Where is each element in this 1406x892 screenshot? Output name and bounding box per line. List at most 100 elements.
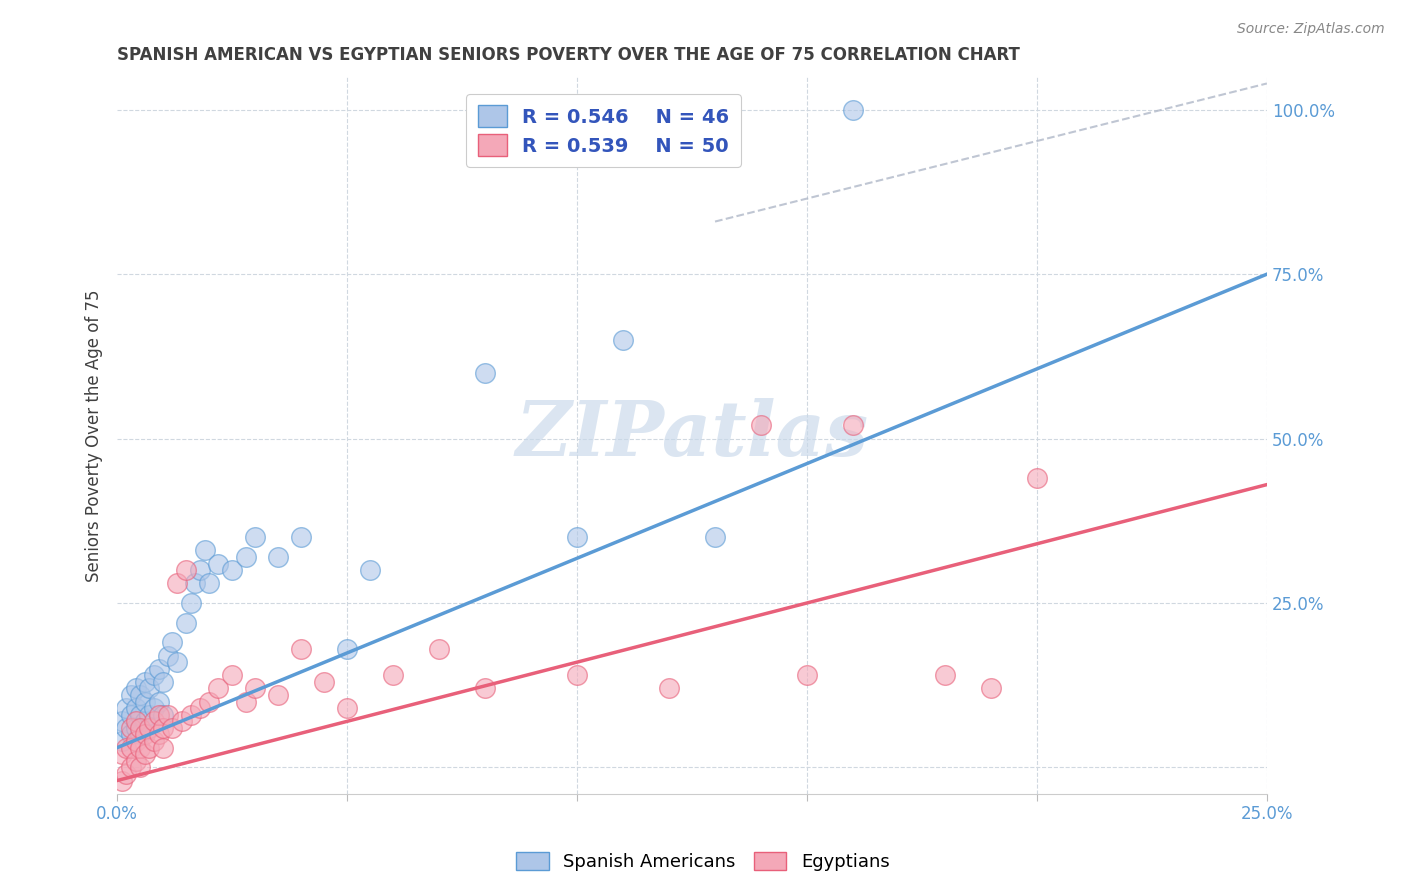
Point [162, 635, 184, 649]
Point [138, 707, 160, 722]
Point [658, 681, 681, 696]
Legend: Spanish Americans, Egyptians: Spanish Americans, Egyptians [509, 845, 897, 879]
Point [129, 740, 152, 755]
Point [980, 681, 1002, 696]
Point [148, 695, 170, 709]
Y-axis label: Seniors Poverty Over the Age of 75: Seniors Poverty Over the Age of 75 [86, 289, 103, 582]
Point [115, 740, 138, 755]
Point [382, 668, 405, 682]
Point [134, 674, 156, 689]
Point [193, 543, 215, 558]
Legend: R = 0.546    N = 46, R = 0.539    N = 50: R = 0.546 N = 46, R = 0.539 N = 50 [465, 94, 741, 168]
Point [129, 721, 152, 735]
Point [115, 721, 138, 735]
Text: Source: ZipAtlas.com: Source: ZipAtlas.com [1237, 22, 1385, 37]
Point [115, 767, 138, 781]
Point [235, 549, 257, 564]
Point [842, 103, 865, 117]
Point [565, 530, 588, 544]
Point [796, 668, 818, 682]
Point [174, 615, 197, 630]
Point [152, 674, 174, 689]
Point [111, 773, 134, 788]
Point [124, 701, 146, 715]
Text: SPANISH AMERICAN VS EGYPTIAN SENIORS POVERTY OVER THE AGE OF 75 CORRELATION CHAR: SPANISH AMERICAN VS EGYPTIAN SENIORS POV… [117, 46, 1021, 64]
Point [243, 681, 266, 696]
Point [207, 557, 229, 571]
Point [162, 721, 184, 735]
Point [221, 563, 243, 577]
Point [170, 714, 193, 729]
Point [138, 740, 160, 755]
Point [115, 701, 138, 715]
Point [1026, 471, 1049, 485]
Point [143, 714, 166, 729]
Point [124, 714, 146, 729]
Point [143, 734, 166, 748]
Point [188, 701, 211, 715]
Point [704, 530, 727, 544]
Point [243, 530, 266, 544]
Point [842, 418, 865, 433]
Point [336, 701, 359, 715]
Point [129, 707, 152, 722]
Point [148, 662, 170, 676]
Point [120, 721, 142, 735]
Point [152, 740, 174, 755]
Point [111, 747, 134, 762]
Point [120, 688, 142, 702]
Point [427, 642, 450, 657]
Point [180, 707, 202, 722]
Point [166, 576, 188, 591]
Point [290, 530, 312, 544]
Point [129, 727, 152, 741]
Point [156, 648, 179, 663]
Point [148, 707, 170, 722]
Point [120, 760, 142, 774]
Point [129, 760, 152, 774]
Point [148, 727, 170, 741]
Point [134, 727, 156, 741]
Point [474, 681, 496, 696]
Point [134, 695, 156, 709]
Point [934, 668, 956, 682]
Point [152, 721, 174, 735]
Point [198, 695, 221, 709]
Point [156, 707, 179, 722]
Point [174, 563, 197, 577]
Point [314, 674, 336, 689]
Point [143, 701, 166, 715]
Point [138, 721, 160, 735]
Point [267, 549, 290, 564]
Point [180, 596, 202, 610]
Point [129, 688, 152, 702]
Point [111, 714, 134, 729]
Point [120, 727, 142, 741]
Point [134, 714, 156, 729]
Point [120, 707, 142, 722]
Point [124, 734, 146, 748]
Text: ZIPatlas: ZIPatlas [516, 399, 869, 472]
Point [290, 642, 312, 657]
Point [221, 668, 243, 682]
Point [120, 740, 142, 755]
Point [166, 655, 188, 669]
Point [474, 366, 496, 380]
Point [565, 668, 588, 682]
Point [749, 418, 772, 433]
Point [124, 721, 146, 735]
Point [134, 747, 156, 762]
Point [111, 734, 134, 748]
Point [207, 681, 229, 696]
Point [235, 695, 257, 709]
Point [267, 688, 290, 702]
Point [188, 563, 211, 577]
Point [138, 681, 160, 696]
Point [336, 642, 359, 657]
Point [612, 333, 634, 347]
Point [124, 754, 146, 768]
Point [152, 707, 174, 722]
Point [184, 576, 207, 591]
Point [359, 563, 381, 577]
Point [143, 668, 166, 682]
